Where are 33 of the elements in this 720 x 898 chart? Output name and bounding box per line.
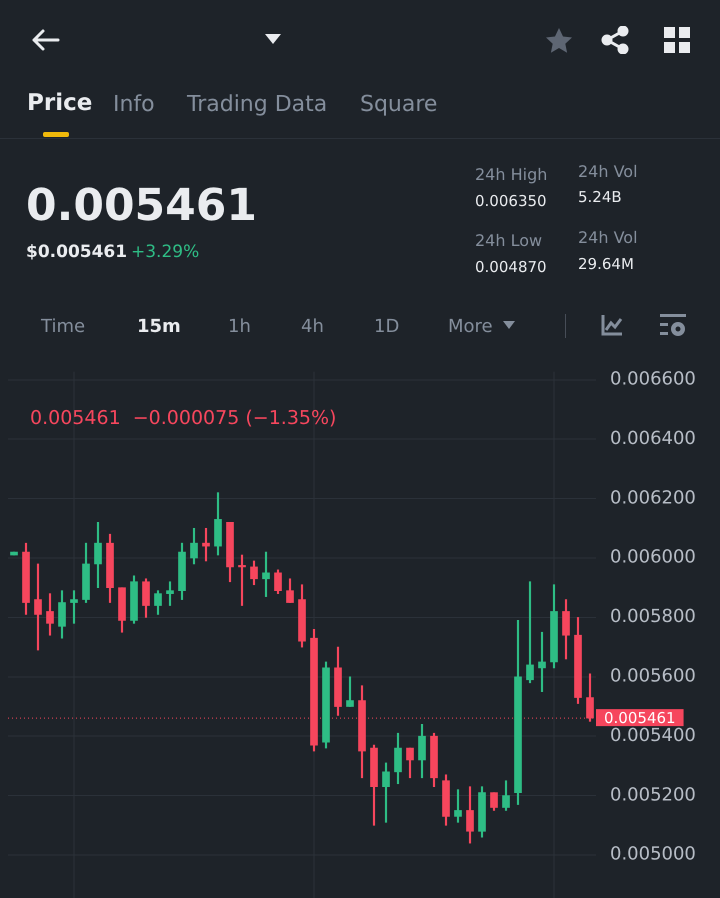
text: 29.64M: [578, 255, 634, 273]
text: More: [448, 316, 493, 338]
y-tick-label: 0.006000: [610, 546, 696, 568]
text: 24h Vol: [578, 228, 638, 248]
text: Price: [27, 90, 92, 118]
text: 1h: [228, 316, 251, 338]
text: 15m: [137, 316, 181, 338]
text: 0.004870: [475, 258, 547, 276]
candlestick: [238, 554, 246, 606]
text: 24h Vol: [578, 162, 638, 182]
text: 24h Low: [475, 231, 542, 250]
y-tick-label: 0.006200: [610, 487, 696, 508]
text: 5.24B: [578, 188, 622, 206]
y-tick-label: 0.005000: [610, 844, 696, 865]
y-tick-label: 0.006600: [610, 368, 696, 390]
ref-line-label: 0.005461: [604, 708, 676, 727]
text: +3.29%: [131, 242, 200, 262]
text: 0.006350: [475, 192, 547, 210]
text: 1D: [374, 316, 400, 338]
text: Info: [113, 92, 155, 118]
y-tick-label: 0.005200: [610, 784, 696, 806]
text: 4h: [301, 316, 324, 338]
text: Time: [41, 316, 86, 338]
text: 24h High: [475, 165, 548, 184]
annotation: 0.005461 −0.000075 (−1.35%): [30, 407, 336, 430]
y-tick-label: 0.005400: [610, 724, 696, 746]
text: Square: [360, 92, 438, 118]
y-tick-label: 0.006400: [610, 428, 696, 449]
y-tick-label: 0.005800: [610, 606, 696, 628]
text: Trading Data: [187, 92, 328, 118]
text: 0.005461: [26, 180, 258, 233]
y-tick-label: 0.005600: [610, 665, 696, 686]
text: $0.005461: [26, 242, 128, 262]
